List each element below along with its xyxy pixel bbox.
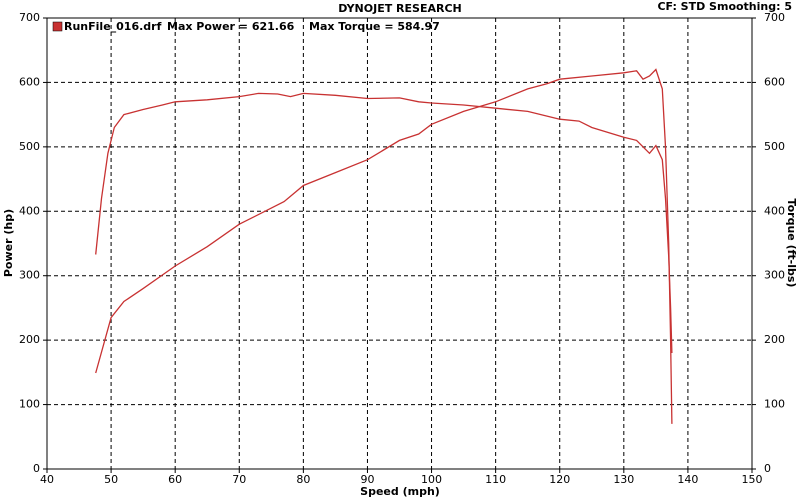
subtitle: CF: STD Smoothing: 5 xyxy=(657,0,792,13)
y2-tick-label: 100 xyxy=(764,398,785,411)
x-tick-label: 50 xyxy=(104,473,118,486)
y2-tick-label: 0 xyxy=(764,462,771,475)
annotation: Max Torque = 584.97 xyxy=(309,20,440,33)
y2-axis-label: Torque (ft-lbs) xyxy=(785,199,798,288)
y2-tick-label: 500 xyxy=(764,140,785,153)
y2-tick-label: 600 xyxy=(764,75,785,88)
legend-swatch xyxy=(52,21,63,32)
y-tick-label: 600 xyxy=(19,75,40,88)
y-tick-label: 500 xyxy=(19,140,40,153)
plot-area xyxy=(46,17,753,470)
x-tick-label: 80 xyxy=(296,473,310,486)
y2-tick-label: 400 xyxy=(764,204,785,217)
y-tick-label: 200 xyxy=(19,333,40,346)
chart-title: DYNOJET RESEARCH xyxy=(338,2,461,15)
x-tick-label: 130 xyxy=(613,473,634,486)
x-tick-label: 120 xyxy=(549,473,570,486)
x-tick-label: 140 xyxy=(677,473,698,486)
y-tick-label: 300 xyxy=(19,269,40,282)
y-tick-label: 400 xyxy=(19,204,40,217)
x-tick-label: 40 xyxy=(40,473,54,486)
data-line xyxy=(95,92,673,354)
y-tick-label: 100 xyxy=(19,398,40,411)
y-tick-label: 0 xyxy=(33,462,40,475)
y2-tick-label: 200 xyxy=(764,333,785,346)
data-line xyxy=(95,68,673,424)
y-axis-label: Power (hp) xyxy=(2,209,15,277)
x-tick-label: 100 xyxy=(421,473,442,486)
x-tick-label: 60 xyxy=(168,473,182,486)
x-tick-label: 90 xyxy=(360,473,374,486)
x-tick-label: 70 xyxy=(232,473,246,486)
x-axis-label: Speed (mph) xyxy=(360,485,440,498)
x-tick-label: 150 xyxy=(742,473,763,486)
annotation: Max Power = 621.66 xyxy=(167,20,295,33)
y2-tick-label: 700 xyxy=(764,11,785,24)
legend-label: RunFile_016.drf xyxy=(64,20,162,33)
y2-tick-label: 300 xyxy=(764,269,785,282)
y-tick-label: 700 xyxy=(19,11,40,24)
x-tick-label: 110 xyxy=(485,473,506,486)
